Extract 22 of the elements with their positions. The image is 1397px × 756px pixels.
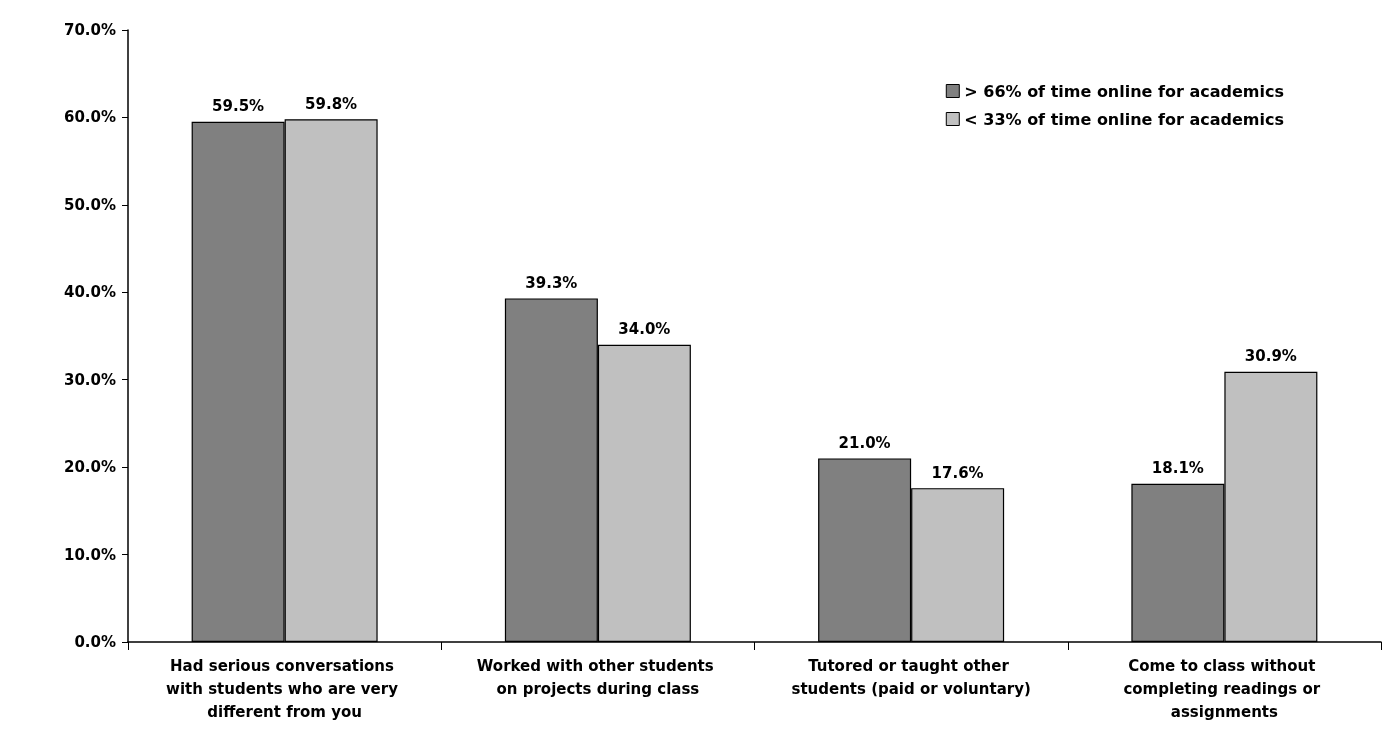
data-label: 39.3% — [525, 273, 578, 292]
y-tick-label: 50.0% — [63, 195, 116, 214]
data-label: 59.5% — [212, 97, 265, 116]
data-label: 17.6% — [931, 463, 984, 482]
x-tick-label: Had serious conversations with students who are very different from you — [166, 656, 404, 721]
x-tick-label: Come to class without completing readings or assignments — [1123, 656, 1326, 721]
y-tick-label: 70.0% — [63, 21, 116, 39]
legend-label: < 33% of time online for academics — [964, 109, 1284, 129]
x-tick-label: Tutored or taught other students (paid or voluntary) — [791, 656, 1031, 698]
data-label: 18.1% — [1151, 459, 1204, 478]
x-tick-label: Worked with other students on projects during class — [476, 656, 719, 698]
data-label: 34.0% — [618, 320, 671, 339]
y-tick-label: 0.0% — [74, 633, 116, 651]
data-label: 30.9% — [1244, 347, 1297, 366]
y-tick-label: 20.0% — [63, 458, 116, 477]
y-tick-label: 10.0% — [63, 545, 116, 564]
data-label: 59.8% — [305, 94, 358, 113]
y-tick-label: 30.0% — [63, 370, 116, 389]
y-tick-label: 40.0% — [63, 283, 116, 302]
y-tick-label: 60.0% — [63, 108, 116, 127]
data-label: 21.0% — [838, 433, 891, 452]
legend-label: > 66% of time online for academics — [964, 81, 1284, 101]
